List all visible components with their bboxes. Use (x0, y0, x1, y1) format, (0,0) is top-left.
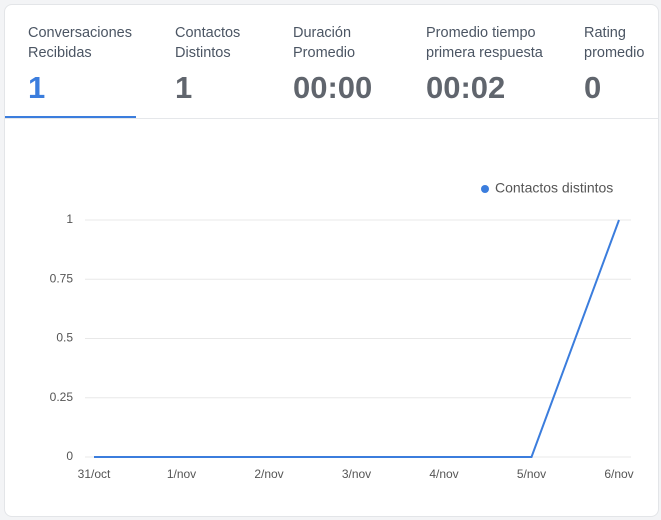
x-tick-label: 4/nov (429, 467, 458, 481)
y-tick-label: 0.25 (50, 390, 74, 404)
metric-tab[interactable]: Promedio tiempo primera respuesta 00:02 (426, 23, 576, 105)
legend-label: Contactos distintos (495, 180, 613, 196)
metric-tab[interactable]: Conversaciones Recibidas 1 (28, 23, 153, 105)
chart: 0 0.25 0.5 0.75 1 31/oct 1/nov 2/nov 3/nov 4/nov 5… (50, 180, 634, 481)
x-tick-label: 5/nov (517, 467, 546, 481)
tab-label: Conversaciones Recibidas (28, 25, 132, 61)
tab-value: 0 (584, 70, 602, 105)
card: Conversaciones Recibidas 1 Contactos Disti… (4, 4, 659, 517)
tab-label: Contactos Distintos (175, 25, 241, 61)
tab-value: 00:00 (293, 70, 373, 105)
tab-value: 1 (175, 70, 193, 105)
x-tick-label: 1/nov (167, 467, 196, 481)
metric-tab[interactable]: Duración Promedio 00:00 (293, 23, 413, 105)
y-tick-label: 1 (66, 212, 73, 226)
active-tab-indicator (5, 116, 136, 118)
x-tick-label: 2/nov (254, 467, 283, 481)
y-tick-label: 0.5 (56, 331, 73, 345)
tab-bar: Conversaciones Recibidas 1 Contactos Disti… (5, 5, 658, 119)
x-tick-label: 31/oct (78, 467, 111, 481)
x-tick-label: 3/nov (342, 467, 371, 481)
y-tick-label: 0.75 (50, 271, 74, 285)
tab-label: Duración Promedio (293, 25, 356, 61)
data-line (94, 219, 620, 458)
x-tick-label: 6/nov (604, 467, 633, 481)
legend-marker (481, 185, 489, 193)
tab-label: Promedio tiempo primera respuesta (426, 25, 543, 61)
metric-tab[interactable]: Rating promedio 0 (584, 23, 658, 105)
tab-value: 00:02 (426, 70, 506, 105)
metric-tab[interactable]: Contactos Distintos 1 (175, 23, 285, 105)
y-tick-label: 0 (66, 449, 73, 463)
tab-value: 1 (28, 70, 46, 105)
tab-label: Rating promedio (584, 25, 645, 61)
